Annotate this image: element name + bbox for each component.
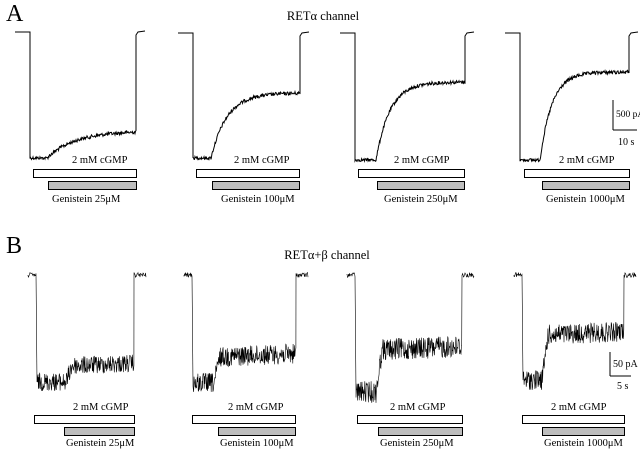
panel-b-traces xyxy=(27,271,637,403)
panel-b-genistein-label-2: Genistein 100μM xyxy=(220,438,294,449)
panel-a-cgmp-bar-3 xyxy=(358,169,465,178)
panel-b-genistein-bar-4 xyxy=(542,427,625,436)
panel-b-cgmp-bar-2 xyxy=(192,415,296,424)
panel-a-scale-y-label: 500 pA xyxy=(616,110,640,120)
panel-a-genistein-bar-2 xyxy=(212,181,300,190)
panel-b-scale-y-label: 50 pA xyxy=(613,359,638,370)
panel-b-scale-x-label: 5 s xyxy=(617,381,629,392)
panel-b-trace-2 xyxy=(183,271,309,392)
panel-b-genistein-bar-3 xyxy=(378,427,463,436)
panel-a-cgmp-bar-2 xyxy=(196,169,300,178)
panel-a-scale-x-label: 10 s xyxy=(618,137,635,148)
panel-b-genistein-label-3: Genistein 250μM xyxy=(380,438,454,449)
panel-a-cgmp-label-3: 2 mM cGMP xyxy=(394,155,450,166)
panel-b-genistein-bar-1 xyxy=(64,427,135,436)
panel-b-genistein-label-1: Genistein 25μM xyxy=(66,438,135,449)
panel-a-letter: A xyxy=(6,1,24,27)
panel-a-title: RETα channel xyxy=(286,9,360,23)
panel-a-cgmp-label-2: 2 mM cGMP xyxy=(234,155,290,166)
panel-a-genistein-bar-3 xyxy=(377,181,465,190)
panel-b-cgmp-bar-4 xyxy=(522,415,625,424)
panel-a-genistein-bar-1 xyxy=(48,181,137,190)
panel-b-letter: B xyxy=(6,233,23,259)
panel-a-cgmp-bar-4 xyxy=(524,169,630,178)
panel-b-cgmp-label-3: 2 mM cGMP xyxy=(390,402,446,413)
panel-a-trace-4 xyxy=(505,31,639,163)
panel-a-cgmp-label-4: 2 mM cGMP xyxy=(559,155,615,166)
panel-a-cgmp-label-1: 2 mM cGMP xyxy=(72,155,128,166)
panel-a-genistein-bar-4 xyxy=(542,181,630,190)
panel-b-cgmp-label-4: 2 mM cGMP xyxy=(551,402,607,413)
panel-a-traces xyxy=(15,30,639,163)
panel-a-genistein-label-4: Genistein 1000μM xyxy=(546,194,625,205)
panel-b-cgmp-label-1: 2 mM cGMP xyxy=(73,402,129,413)
panel-b-title: RETα+β channel xyxy=(284,248,370,262)
panel-b-cgmp-bar-1 xyxy=(34,415,135,424)
panel-a-genistein-label-1: Genistein 25μM xyxy=(52,194,121,205)
panel-b-cgmp-label-2: 2 mM cGMP xyxy=(228,402,284,413)
panel-b-cgmp-bar-3 xyxy=(357,415,463,424)
panel-b-scale-bar xyxy=(609,352,631,377)
panel-a-trace-3 xyxy=(340,31,475,163)
panel-b-trace-1 xyxy=(27,271,147,392)
panel-a-cgmp-bar-1 xyxy=(33,169,137,178)
panel-b-genistein-bar-2 xyxy=(218,427,296,436)
panel-a-trace-1 xyxy=(15,30,146,161)
panel-a-genistein-label-2: Genistein 100μM xyxy=(221,194,295,205)
panel-b-trace-3 xyxy=(346,272,475,403)
panel-a-scale-bar xyxy=(612,100,637,131)
panel-a-genistein-label-3: Genistein 250μM xyxy=(384,194,458,205)
panel-b-trace-4 xyxy=(513,271,637,390)
panel-b-genistein-label-4: Genistein 1000μM xyxy=(544,438,623,449)
panel-a-trace-2 xyxy=(178,31,310,161)
